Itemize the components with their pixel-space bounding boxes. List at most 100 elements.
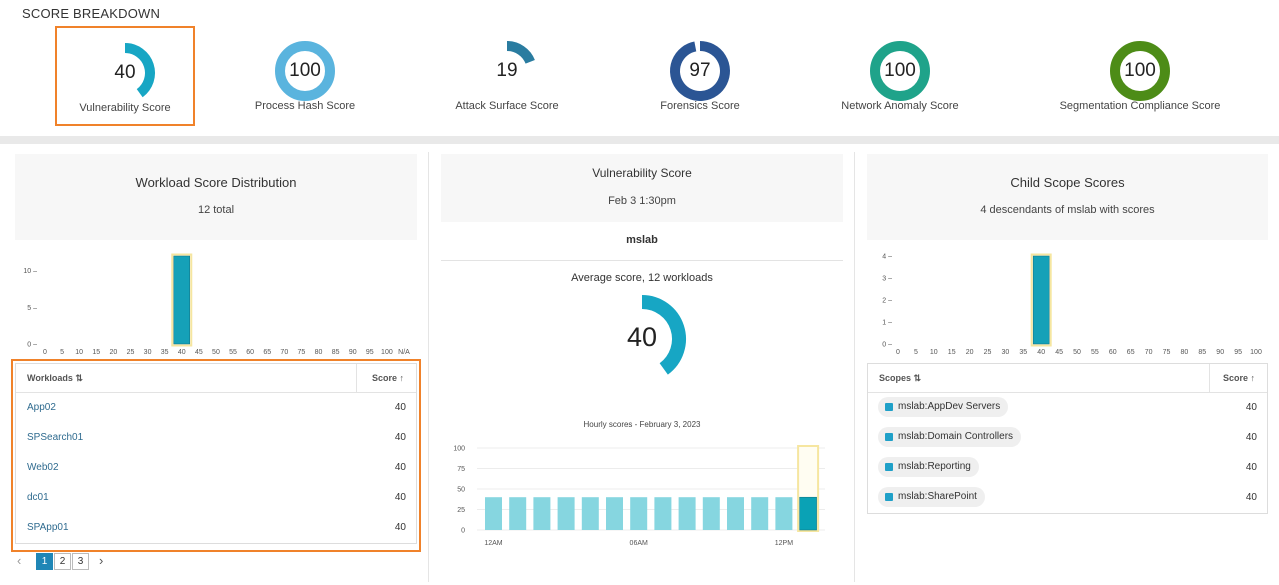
table-row[interactable]: App02 40: [16, 393, 416, 423]
child-scope-chart: 0 – 1 – 2 – 3 – 4 – 0 5 10 15 20 25 30 35 40 45 50 55 60 6…: [882, 253, 1262, 356]
table-row[interactable]: mslab:Domain Controllers 40: [868, 423, 1267, 453]
x-tick-label: 55: [1091, 349, 1099, 356]
child-scope-title: Child Scope Scores: [1010, 175, 1125, 190]
score-label: Vulnerability Score: [79, 102, 171, 114]
scope-score: 40: [1245, 402, 1257, 413]
scope-cube-icon: [885, 433, 893, 441]
score-label: Attack Surface Score: [455, 100, 559, 112]
hourly-bar[interactable]: [775, 497, 793, 530]
workload-link[interactable]: Web02: [27, 462, 59, 473]
hourly-bar[interactable]: [533, 497, 551, 530]
bar[interactable]: [173, 255, 191, 345]
scope-score: 40: [1245, 462, 1257, 473]
scope-cube-icon: [885, 463, 893, 471]
score-card-process-hash-score[interactable]: 100 Process Hash Score: [235, 26, 375, 126]
hourly-title: Hourly scores - February 3, 2023: [583, 420, 701, 429]
hourly-bar[interactable]: [485, 497, 502, 530]
x-tick-label: 70: [280, 349, 288, 356]
bar-highlight: [171, 253, 193, 347]
workload-distribution-title: Workload Score Distribution: [135, 175, 297, 190]
average-score-label: Average score, 12 workloads: [571, 272, 713, 284]
divider: [441, 260, 843, 261]
scopes-table: Scopes ⇅ Score ↑ mslab:AppDev Servers 40 m…: [867, 363, 1268, 514]
score-donut: [1110, 41, 1170, 101]
hourly-bar[interactable]: [702, 497, 720, 530]
workload-link[interactable]: dc01: [27, 492, 49, 503]
score-card-forensics-score[interactable]: 97 Forensics Score: [630, 26, 770, 126]
scope-name: mslab:SharePoint: [898, 491, 977, 502]
score-card-segmentation-compliance-score[interactable]: 100 Segmentation Compliance Score: [1060, 26, 1220, 126]
scope-chip[interactable]: mslab:AppDev Servers: [878, 397, 1009, 417]
table-row[interactable]: mslab:AppDev Servers 40: [868, 393, 1267, 423]
page-2-button[interactable]: 2: [54, 553, 71, 570]
scopes-column-header[interactable]: Scopes ⇅: [879, 373, 922, 383]
table-row[interactable]: Web02 40: [16, 453, 416, 483]
hourly-scores-chart: 0 25 50 75 100 12AM 06AM 12PM: [453, 445, 825, 547]
score-value: 100: [289, 60, 321, 81]
scope-chip[interactable]: mslab:Domain Controllers: [878, 427, 1022, 447]
score-donut: [275, 41, 335, 101]
workload-score: 40: [394, 462, 406, 473]
workload-link[interactable]: App02: [27, 402, 56, 413]
hourly-bar[interactable]: [678, 497, 696, 530]
x-tick-label: 45: [1055, 349, 1063, 356]
bar[interactable]: [1032, 255, 1050, 345]
table-row[interactable]: SPSearch01 40: [16, 423, 416, 453]
workload-link[interactable]: SPApp01: [27, 522, 69, 533]
table-row[interactable]: mslab:SharePoint 40: [868, 483, 1267, 513]
x-tick-label: 0: [43, 349, 47, 356]
scope-chip[interactable]: mslab:Reporting: [878, 457, 979, 477]
scope-name: mslab:AppDev Servers: [898, 401, 1001, 412]
section-separator: [0, 136, 1279, 144]
hourly-bar[interactable]: [557, 497, 575, 530]
prev-page-button[interactable]: ‹: [17, 553, 22, 568]
vulnerability-date: Feb 3 1:30pm: [608, 195, 676, 207]
x-tick-label: 50: [212, 349, 220, 356]
table-row[interactable]: mslab:Reporting 40: [868, 453, 1267, 483]
x-tick-label: 35: [161, 349, 169, 356]
workload-distribution-chart: 0 – 5 – 10 – 0 5 10 15 20 25 30 35 40 45 50 55 60 65 70 75…: [23, 253, 410, 356]
vulnerability-header: Vulnerability Score Feb 3 1:30pm: [441, 154, 843, 222]
score-value: 100: [1124, 60, 1156, 81]
next-page-button[interactable]: ›: [99, 553, 104, 568]
x-tick-label: 70: [1145, 349, 1153, 356]
score-label: Forensics Score: [660, 100, 740, 112]
x-tick-label: 5: [914, 349, 918, 356]
hourly-bar[interactable]: [799, 496, 817, 531]
x-tick-label: 12PM: [775, 540, 793, 547]
score-column-header[interactable]: Score ↑: [371, 373, 404, 383]
workload-score: 40: [394, 402, 406, 413]
score-value: 97: [689, 60, 711, 81]
scope-chip[interactable]: mslab:SharePoint: [878, 487, 985, 507]
page-3-button[interactable]: 3: [72, 553, 89, 570]
x-tick-label: 90: [1216, 349, 1224, 356]
x-tick-label: 75: [1163, 349, 1171, 356]
score-value: 40: [114, 62, 136, 83]
hourly-bar[interactable]: [606, 497, 623, 530]
hourly-bar[interactable]: [727, 497, 744, 530]
score-column-header[interactable]: Score ↑: [1222, 373, 1255, 383]
workloads-column-header[interactable]: Workloads ⇅: [27, 373, 83, 383]
hourly-bar[interactable]: [751, 497, 769, 530]
hourly-bar[interactable]: [581, 497, 599, 530]
page-1-button[interactable]: 1: [36, 553, 53, 570]
hourly-bar[interactable]: [630, 497, 648, 530]
x-tick-label: 20: [966, 349, 974, 356]
x-tick-label: N/A: [398, 349, 410, 356]
hourly-bar[interactable]: [509, 497, 527, 530]
score-value: 100: [884, 60, 916, 81]
table-row[interactable]: SPApp01 40: [16, 513, 416, 543]
score-card-network-anomaly-score[interactable]: 100 Network Anomaly Score: [830, 26, 970, 126]
workload-link[interactable]: SPSearch01: [27, 432, 84, 443]
hourly-bar[interactable]: [654, 497, 672, 530]
score-card-vulnerability-score[interactable]: 40 Vulnerability Score: [55, 26, 195, 126]
table-row[interactable]: dc01 40: [16, 483, 416, 513]
x-tick-label: 90: [349, 349, 357, 356]
score-ring: [275, 41, 335, 101]
x-tick-label: 95: [1234, 349, 1242, 356]
workload-score: 40: [394, 492, 406, 503]
panel-divider: [428, 152, 429, 582]
x-tick-label: 0: [896, 349, 900, 356]
x-tick-label: 35: [1019, 349, 1027, 356]
score-card-attack-surface-score[interactable]: 19 Attack Surface Score: [437, 26, 577, 126]
